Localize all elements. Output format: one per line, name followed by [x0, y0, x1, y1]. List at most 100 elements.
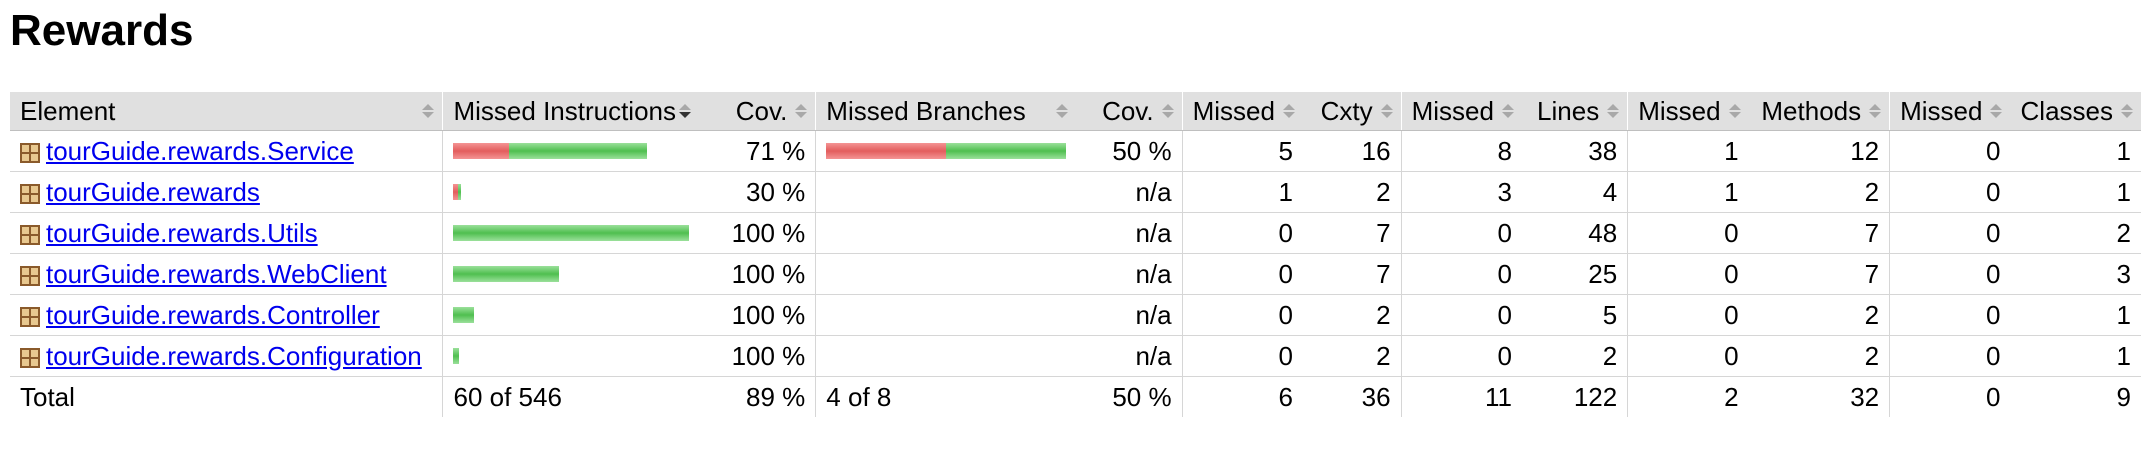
methods: 7 [1748, 253, 1890, 295]
coverage-bar [453, 184, 689, 200]
header-missed-methods[interactable]: Missed [1627, 92, 1749, 131]
lines: 38 [1521, 130, 1628, 172]
header-missed-classes[interactable]: Missed [1889, 92, 2011, 131]
missed-classes: 0 [1889, 253, 2011, 295]
sort-icon [1990, 104, 2003, 118]
package-link[interactable]: tourGuide.rewards.Configuration [46, 340, 422, 371]
package-link[interactable]: tourGuide.rewards.WebClient [46, 258, 387, 289]
total-complexity: 36 [1361, 381, 1391, 412]
missed-complexity: 0 [1181, 294, 1303, 336]
header-missed-branches[interactable]: Missed Branches [815, 92, 1077, 131]
classes: 1 [2010, 130, 2141, 172]
branch-coverage: n/a [1076, 294, 1183, 336]
total-branch-coverage: 50 % [1112, 381, 1172, 412]
complexity: 2 [1302, 294, 1402, 336]
sort-icon [2121, 104, 2133, 118]
branch-coverage: n/a [1076, 335, 1183, 377]
coverage-bar [453, 307, 689, 323]
missed-complexity: 0 [1181, 335, 1303, 377]
classes: 3 [2010, 253, 2141, 295]
element-cell: tourGuide.rewards.Utils [10, 212, 443, 254]
total-missed-lines: 11 [1400, 376, 1522, 417]
coverage-bar [453, 348, 689, 364]
missed-methods: 1 [1627, 171, 1749, 213]
methods: 2 [1748, 294, 1890, 336]
sort-icon [1728, 104, 1741, 118]
package-icon [20, 183, 40, 204]
header-lines[interactable]: Lines [1521, 92, 1628, 131]
instruction-coverage-bar [442, 335, 700, 377]
total-classes: 9 [2116, 381, 2131, 412]
complexity: 16 [1302, 130, 1402, 172]
instruction-coverage-bar [442, 294, 700, 336]
header-element[interactable]: Element [10, 92, 443, 131]
element-cell: tourGuide.rewards.WebClient [10, 253, 443, 295]
package-link[interactable]: tourGuide.rewards [46, 176, 260, 207]
branch-coverage-bar [815, 335, 1077, 377]
missed-complexity: 0 [1181, 253, 1303, 295]
covered-bar-segment [453, 266, 560, 282]
classes: 2 [2010, 212, 2141, 254]
sort-icon [795, 104, 808, 118]
coverage-bar [453, 266, 689, 282]
header-methods[interactable]: Methods [1748, 92, 1890, 131]
complexity: 7 [1302, 212, 1402, 254]
classes: 1 [2010, 171, 2141, 213]
header-missed-complexity[interactable]: Missed [1181, 92, 1303, 131]
package-icon [20, 347, 40, 368]
header-branch-coverage[interactable]: Cov. [1076, 92, 1183, 131]
total-missed-methods: 2 [1627, 376, 1749, 417]
sort-icon [1282, 104, 1295, 118]
missed-classes: 0 [1889, 212, 2011, 254]
sort-icon [1869, 104, 1882, 118]
header-instruction-coverage[interactable]: Cov. [699, 92, 816, 131]
table-row: tourGuide.rewards.Service 71 % 50 % 5 16 8 38 1… [10, 130, 2141, 172]
covered-bar-segment [453, 348, 460, 364]
header-missed-lines[interactable]: Missed [1400, 92, 1522, 131]
coverage-bar [453, 143, 689, 159]
total-missed-classes: 0 [1889, 376, 2011, 417]
header-complexity[interactable]: Cxty [1302, 92, 1402, 131]
branch-coverage-bar [815, 130, 1077, 172]
total-missed-complexity: 6 [1181, 376, 1303, 417]
instruction-coverage: 30 % [699, 171, 816, 213]
total-methods: 32 [1850, 381, 1880, 412]
instruction-coverage: 100 % [699, 294, 816, 336]
package-link[interactable]: tourGuide.rewards.Controller [46, 299, 380, 330]
package-icon [20, 265, 40, 286]
package-link[interactable]: tourGuide.rewards.Utils [46, 217, 318, 248]
total-instruction-coverage: 89 % [746, 381, 806, 412]
missed-lines: 3 [1400, 171, 1522, 213]
package-link[interactable]: tourGuide.rewards.Service [46, 135, 354, 166]
package-icon [20, 142, 40, 163]
element-cell: tourGuide.rewards.Controller [10, 294, 443, 336]
branch-coverage: n/a [1076, 212, 1183, 254]
lines: 5 [1521, 294, 1628, 336]
instruction-coverage: 100 % [699, 212, 816, 254]
instruction-coverage: 100 % [699, 253, 816, 295]
coverage-bar [826, 143, 1067, 159]
table-row: tourGuide.rewards 30 % n/a 1 2 3 4 1 2 0 1 [10, 171, 2141, 213]
lines: 25 [1521, 253, 1628, 295]
sort-icon [422, 104, 435, 118]
total-missed-instructions: 60 of 546 [442, 376, 700, 417]
instruction-coverage: 100 % [699, 335, 816, 377]
table-row: tourGuide.rewards.WebClient 100 % n/a 0 7 0 25… [10, 253, 2141, 295]
covered-bar-segment [453, 307, 475, 323]
branch-coverage-bar [815, 212, 1077, 254]
element-cell: tourGuide.rewards.Configuration [10, 335, 443, 377]
header-row: Element Missed Instructions Cov. Missed … [10, 92, 2141, 131]
methods: 2 [1748, 171, 1890, 213]
total-row: Total 60 of 546 89 % 4 of 8 50 % 6 36 11… [10, 376, 2141, 417]
missed-bar-segment [826, 143, 947, 159]
missed-classes: 0 [1889, 335, 2011, 377]
methods: 12 [1748, 130, 1890, 172]
branch-coverage: 50 % [1076, 130, 1183, 172]
header-missed-instructions[interactable]: Missed Instructions [442, 92, 700, 131]
missed-methods: 0 [1627, 335, 1749, 377]
header-classes[interactable]: Classes [2010, 92, 2141, 131]
instruction-coverage-bar [442, 171, 700, 213]
sort-icon [1380, 104, 1393, 118]
missed-bar-segment [453, 184, 459, 200]
lines: 48 [1521, 212, 1628, 254]
